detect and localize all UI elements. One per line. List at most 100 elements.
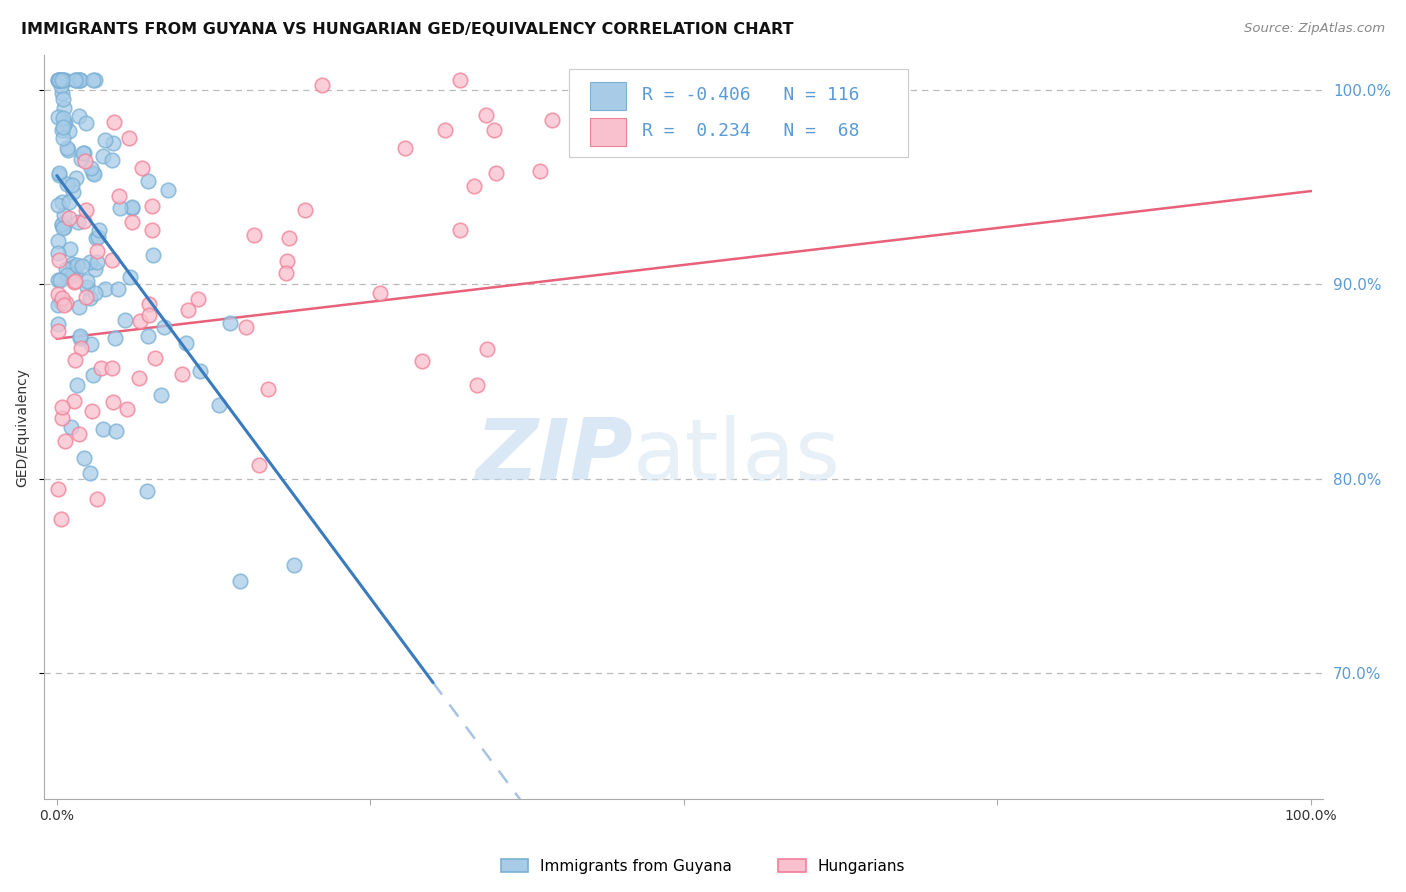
Point: [46, 287, 69, 301]
Point: [136, 329, 159, 343]
Point: [243, 227, 266, 242]
Point: [60, 257, 83, 271]
Point: [475, 108, 498, 122]
Point: [55, 261, 77, 276]
Point: [46, 317, 69, 331]
Point: [190, 364, 212, 378]
Point: [51, 411, 73, 425]
Point: [91, 149, 114, 163]
Point: [49, 73, 72, 87]
Point: [48, 73, 70, 87]
Point: [51, 123, 73, 137]
Point: [65, 170, 87, 185]
Point: [52, 130, 75, 145]
Point: [62, 186, 84, 200]
Point: [150, 388, 173, 402]
Point: [73, 213, 96, 227]
Point: [80, 161, 103, 176]
Point: [52, 208, 75, 222]
Point: [94, 133, 117, 147]
Point: [121, 200, 143, 214]
Point: [52, 112, 75, 126]
Point: [108, 189, 131, 203]
Point: [135, 484, 157, 499]
Point: [82, 166, 104, 180]
Point: [60, 420, 83, 434]
Point: [49, 512, 72, 526]
Point: [235, 319, 257, 334]
Point: [53, 73, 76, 87]
Point: [482, 123, 505, 137]
Point: [131, 161, 153, 175]
Y-axis label: GED/Equivalency: GED/Equivalency: [15, 368, 30, 487]
Point: [56, 268, 79, 283]
Point: [84, 231, 107, 245]
Point: [91, 422, 114, 436]
Point: [75, 290, 97, 304]
Point: [101, 361, 124, 376]
Point: [485, 166, 508, 180]
Point: [65, 73, 87, 87]
Point: [49, 295, 72, 310]
Point: [53, 220, 76, 235]
Point: [46, 110, 69, 124]
Point: [62, 260, 84, 274]
Point: [65, 73, 87, 87]
Point: [138, 297, 160, 311]
Point: [138, 308, 160, 322]
Point: [62, 393, 84, 408]
Point: [108, 201, 131, 215]
Point: [411, 354, 433, 368]
Point: [82, 404, 104, 418]
Point: [69, 331, 91, 345]
Point: [52, 92, 75, 106]
Point: [83, 262, 105, 277]
Point: [67, 214, 90, 228]
Point: [46, 298, 69, 312]
Point: [80, 337, 103, 351]
Point: [53, 298, 76, 312]
Point: [143, 351, 166, 366]
Point: [52, 120, 75, 135]
Point: [51, 87, 73, 101]
Point: [541, 112, 564, 127]
Point: [477, 342, 499, 356]
Point: [73, 146, 96, 161]
Point: [276, 253, 298, 268]
Point: [73, 450, 96, 465]
Point: [51, 73, 73, 87]
Point: [104, 424, 127, 438]
Point: [67, 73, 90, 87]
Point: [277, 231, 299, 245]
Point: [170, 367, 193, 381]
Point: [75, 116, 97, 130]
Point: [46, 198, 69, 212]
Point: [121, 215, 143, 229]
Text: IMMIGRANTS FROM GUYANA VS HUNGARIAN GED/EQUIVALENCY CORRELATION CHART: IMMIGRANTS FROM GUYANA VS HUNGARIAN GED/…: [21, 22, 793, 37]
Legend: Immigrants from Guyana, Hungarians: Immigrants from Guyana, Hungarians: [495, 853, 911, 880]
Point: [136, 174, 159, 188]
Text: Source: ZipAtlas.com: Source: ZipAtlas.com: [1244, 22, 1385, 36]
Point: [63, 352, 86, 367]
Point: [65, 258, 87, 272]
Point: [53, 116, 76, 130]
Text: R =  0.234   N =  68: R = 0.234 N = 68: [641, 122, 859, 140]
Point: [76, 274, 98, 288]
Point: [48, 252, 70, 267]
Point: [58, 194, 80, 209]
Point: [107, 282, 129, 296]
Point: [433, 122, 456, 136]
Point: [79, 292, 101, 306]
Point: [75, 153, 97, 168]
Point: [86, 491, 108, 506]
Point: [101, 153, 124, 167]
Point: [90, 360, 112, 375]
Point: [59, 242, 82, 256]
Point: [51, 218, 73, 232]
Point: [83, 286, 105, 301]
Point: [153, 320, 176, 334]
Point: [69, 73, 91, 87]
Point: [46, 324, 69, 338]
Point: [128, 371, 150, 385]
Text: atlas: atlas: [633, 416, 841, 499]
